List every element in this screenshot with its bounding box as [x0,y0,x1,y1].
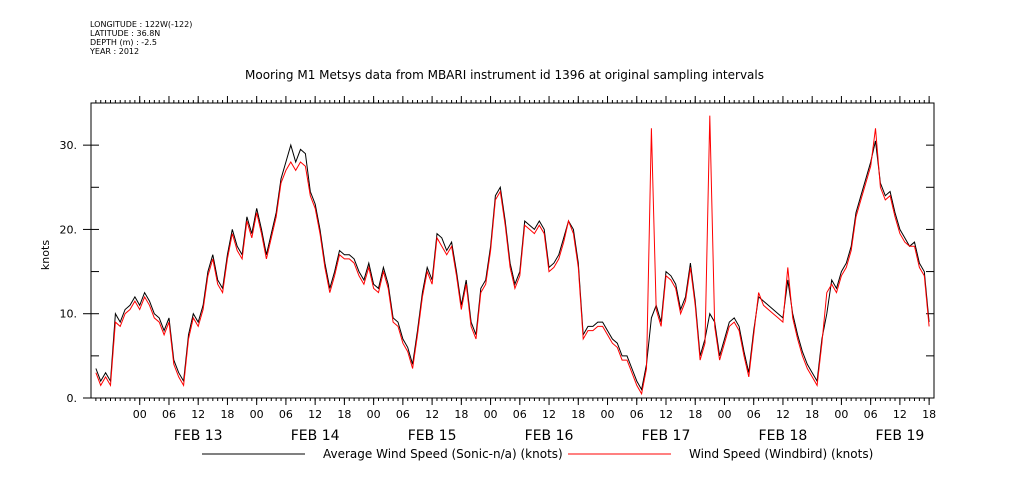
x-tick-label: 18 [805,408,819,421]
depth-label: DEPTH (m) : -2.5 [90,38,157,47]
x-tick-label: 12 [542,408,556,421]
x-tick-label: 06 [279,408,293,421]
x-tick-label: 12 [191,408,205,421]
year-label: YEAR : 2012 [90,47,140,56]
series-line-2 [95,115,930,396]
x-tick-label: 00 [601,408,615,421]
x-tick-label: 00 [834,408,848,421]
y-tick-label: 30. [60,139,78,152]
x-tick-label: 00 [367,408,381,421]
x-tick-label: 06 [747,408,761,421]
y-tick-label: 20. [60,223,78,236]
x-day-label: FEB 16 [525,428,574,444]
latitude-label: LATITUDE : 36.8N [90,29,161,38]
x-day-label: FEB 17 [642,428,691,444]
x-day-label: FEB 13 [174,428,223,444]
longitude-label: LONGITUDE : 122W(-122) [90,20,193,29]
x-tick-label: 06 [513,408,527,421]
metadata-block: LONGITUDE : 122W(-122) LATITUDE : 36.8N … [90,20,192,56]
legend-label-series-1: Average Wind Speed (Sonic-n/a) (knots) [323,447,563,461]
x-tick-label: 12 [308,408,322,421]
x-tick-label: 18 [337,408,351,421]
x-day-label: FEB 15 [408,428,457,444]
axes-layer [83,96,935,405]
x-day-label: FEB 14 [291,428,340,444]
legend-label-series-2: Wind Speed (Windbird) (knots) [689,447,873,461]
x-tick-label: 18 [922,408,936,421]
x-tick-label: 12 [425,408,439,421]
plot-frame [90,102,935,399]
x-tick-label: 06 [162,408,176,421]
labels-layer: 00 06 12 18 00 06 12 18 00 06 12 18 00 06 12 18 00 06 12 18… [60,139,937,444]
x-tick-label: 00 [133,408,147,421]
legend: Average Wind Speed (Sonic-n/a) (knots) W… [202,447,873,461]
x-day-label: FEB 19 [875,428,924,444]
x-tick-label: 12 [893,408,907,421]
series-layer [95,115,930,396]
x-tick-label: 06 [864,408,878,421]
y-tick-label: 10. [60,308,78,321]
series-line-1 [95,140,930,392]
x-tick-label: 00 [484,408,498,421]
x-tick-label: 18 [688,408,702,421]
x-tick-label: 12 [776,408,790,421]
x-tick-label: 18 [220,408,234,421]
x-tick-label: 18 [571,408,585,421]
x-tick-label: 06 [396,408,410,421]
x-day-label: FEB 18 [759,428,808,444]
x-tick-label: 06 [630,408,644,421]
x-tick-label: 12 [659,408,673,421]
chart-title: Mooring M1 Metsys data from MBARI instru… [245,68,764,82]
x-tick-label: 00 [717,408,731,421]
y-axis-label: knots [39,240,52,270]
x-tick-label: 00 [250,408,264,421]
x-tick-label: 18 [454,408,468,421]
y-tick-label: 0. [67,392,78,405]
